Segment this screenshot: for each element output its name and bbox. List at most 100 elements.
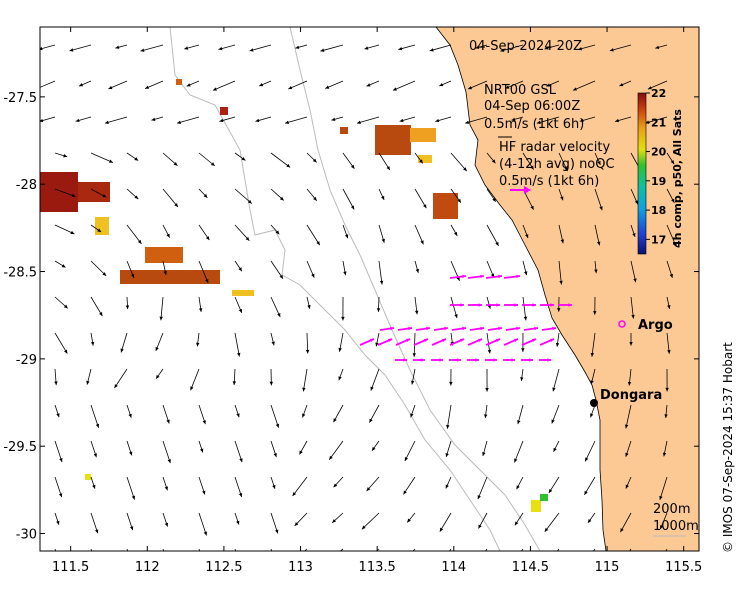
current-arrow-head xyxy=(95,423,100,428)
current-arrow-head xyxy=(634,200,638,205)
current-arrow-head xyxy=(166,233,170,238)
current-arrow-head xyxy=(75,118,80,123)
current-arrow-head xyxy=(410,413,414,418)
current-arrow-head xyxy=(620,528,624,533)
current-arrow-head xyxy=(198,308,203,312)
current-arrow-head xyxy=(584,490,588,495)
current-arrow-head xyxy=(403,490,407,495)
current-arrow-head xyxy=(669,273,673,278)
current-arrow-head xyxy=(190,386,194,391)
current-arrow-head xyxy=(232,381,237,385)
current-arrow xyxy=(414,188,427,209)
current-arrow-head xyxy=(407,518,411,523)
current-arrow xyxy=(270,296,281,318)
current-arrow-head xyxy=(439,82,444,87)
current-arrow-head xyxy=(114,384,118,389)
current-arrow-head xyxy=(514,458,518,463)
current-arrow-head xyxy=(465,120,470,124)
current-arrow-head xyxy=(564,167,568,172)
current-arrow-head xyxy=(514,521,519,526)
current-arrow-head xyxy=(482,452,486,457)
dongara-marker xyxy=(590,399,598,407)
current-arrow xyxy=(304,548,308,551)
current-arrow-head xyxy=(155,346,159,351)
current-arrow-head xyxy=(324,560,328,564)
current-arrow-head xyxy=(593,311,597,315)
current-arrow-head xyxy=(665,387,669,392)
current-arrow-head xyxy=(456,276,460,281)
current-arrow xyxy=(558,260,562,285)
current-arrow-head xyxy=(56,413,60,418)
current-arrow-head xyxy=(40,46,43,51)
current-arrow-head xyxy=(404,457,409,462)
radar-arrow-head xyxy=(444,326,448,331)
current-arrow xyxy=(160,296,164,321)
current-arrow-head xyxy=(115,45,120,49)
radar-arrow-head xyxy=(475,358,479,362)
current-arrow-head xyxy=(419,159,423,164)
current-arrow-head xyxy=(398,46,403,51)
current-arrow-head xyxy=(536,120,541,125)
current-arrow-head xyxy=(343,271,347,276)
current-arrow-head xyxy=(366,83,371,87)
current-arrow xyxy=(234,332,240,357)
current-arrow-head xyxy=(356,120,361,124)
current-arrow xyxy=(249,44,272,52)
current-vector-field xyxy=(40,44,677,570)
current-arrow-head xyxy=(399,118,404,123)
current-arrow-head xyxy=(275,566,278,570)
radar-arrow-head xyxy=(442,338,446,343)
current-arrow-head xyxy=(145,85,150,89)
current-arrow-head xyxy=(551,419,555,424)
radar-arrow-head xyxy=(550,338,554,343)
current-arrow xyxy=(90,152,114,163)
current-arrow xyxy=(126,224,142,245)
legend-line-4: HF radar velocity xyxy=(499,140,611,155)
radar-arrow-head xyxy=(390,326,394,331)
current-arrow xyxy=(544,512,560,533)
current-arrow-head xyxy=(108,159,113,163)
current-arrow-head xyxy=(364,46,369,50)
current-arrow xyxy=(90,404,99,428)
current-arrow-head xyxy=(546,83,551,87)
current-arrow-head xyxy=(530,205,534,210)
current-arrow-head xyxy=(590,413,594,418)
current-arrow-head xyxy=(325,85,330,89)
current-arrow-head xyxy=(371,446,376,451)
current-arrow xyxy=(54,332,68,354)
radar-arrow-head xyxy=(460,338,464,343)
current-arrow-head xyxy=(483,414,488,419)
current-arrow xyxy=(104,116,128,124)
current-arrow-head xyxy=(79,83,84,87)
current-arrow-head xyxy=(446,424,450,429)
current-arrow-head xyxy=(560,239,565,244)
current-arrow xyxy=(446,404,452,429)
current-arrow-head xyxy=(333,418,337,423)
current-arrow xyxy=(162,548,165,551)
radar-arrow-head xyxy=(493,358,497,362)
current-arrow-head xyxy=(379,280,384,285)
current-arrow-head xyxy=(624,424,629,429)
current-arrow-head xyxy=(102,193,107,198)
current-arrow xyxy=(198,260,209,284)
current-arrow xyxy=(190,368,200,391)
current-arrow-head xyxy=(559,280,563,285)
y-tick-label: -28 xyxy=(16,178,37,193)
current-arrow-head xyxy=(238,267,242,272)
x-tick-label: 114.5 xyxy=(512,560,549,575)
current-arrow-head xyxy=(492,197,496,202)
current-arrow xyxy=(486,224,499,247)
current-arrow xyxy=(594,188,603,211)
current-arrow xyxy=(465,116,488,124)
current-arrow-head xyxy=(579,118,584,123)
current-arrow-head xyxy=(370,386,374,391)
current-arrow-head xyxy=(619,82,624,87)
current-arrow-head xyxy=(584,559,588,563)
radar-arrow-head xyxy=(480,326,484,331)
y-tick-label: -29 xyxy=(16,353,37,368)
radar-arrow-head xyxy=(496,338,500,343)
current-arrow-head xyxy=(59,458,63,463)
current-arrow-head xyxy=(58,493,63,498)
radar-arrow-head xyxy=(478,338,482,343)
argo-marker xyxy=(618,320,626,328)
